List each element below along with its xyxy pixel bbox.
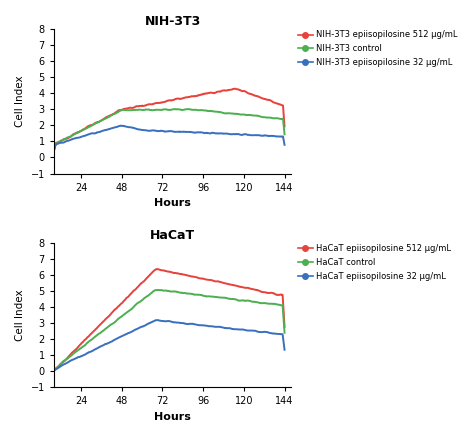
Title: NIH-3T3: NIH-3T3 (145, 15, 201, 28)
X-axis label: Hours: Hours (154, 412, 191, 422)
Legend: NIH-3T3 epiisopilosine 512 µg/mL, NIH-3T3 control, NIH-3T3 epiisopilosine 32 µg/: NIH-3T3 epiisopilosine 512 µg/mL, NIH-3T… (298, 31, 458, 66)
Title: HaCaT: HaCaT (150, 229, 195, 242)
Y-axis label: Cell Index: Cell Index (15, 289, 25, 341)
Legend: HaCaT epiisopilosine 512 µg/mL, HaCaT control, HaCaT epiisopilosine 32 µg/mL: HaCaT epiisopilosine 512 µg/mL, HaCaT co… (298, 244, 451, 281)
X-axis label: Hours: Hours (154, 198, 191, 208)
Y-axis label: Cell Index: Cell Index (15, 76, 25, 127)
